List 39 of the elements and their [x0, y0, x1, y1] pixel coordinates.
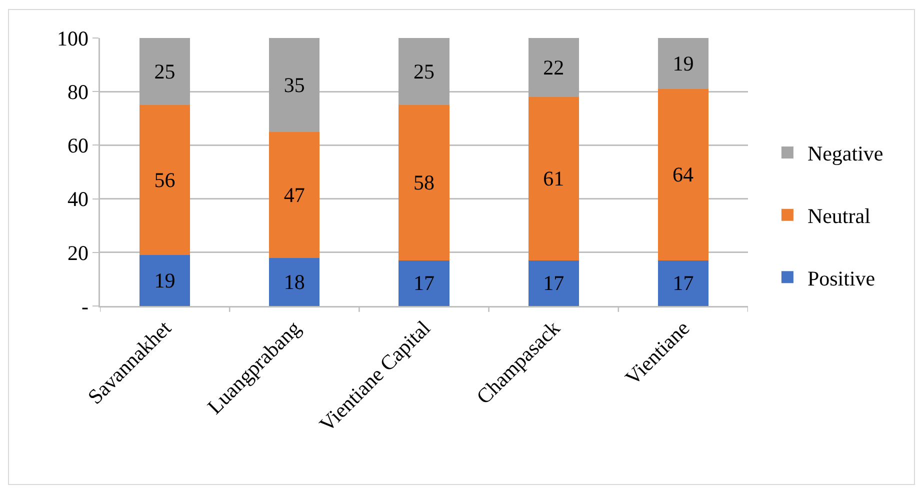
legend-label: Neutral — [807, 204, 871, 228]
bar — [269, 38, 320, 132]
y-tick-label: - — [82, 294, 88, 318]
bar — [140, 255, 190, 306]
bar — [528, 260, 579, 306]
data-label: 58 — [414, 170, 434, 195]
data-label: 25 — [154, 60, 176, 84]
y-tick-label: 100 — [57, 26, 88, 50]
bar — [528, 96, 579, 260]
data-label: 47 — [284, 182, 305, 207]
bar — [398, 38, 450, 105]
data-label: 17 — [414, 271, 434, 296]
y-tick-label: 80 — [68, 80, 88, 104]
bar — [398, 105, 450, 260]
data-label: 61 — [543, 166, 564, 191]
y-tick-label: 40 — [68, 187, 88, 212]
legend-label: Positive — [807, 266, 876, 290]
bar — [269, 258, 320, 306]
legend-label: Negative — [807, 142, 884, 166]
data-label: 25 — [414, 60, 434, 84]
y-tick-label: 20 — [68, 240, 88, 265]
bar — [528, 38, 579, 97]
data-label: 17 — [543, 271, 564, 296]
bar — [658, 38, 708, 89]
data-label: 64 — [672, 162, 694, 187]
data-label: 19 — [154, 268, 176, 293]
data-label: 17 — [672, 271, 694, 296]
bar — [140, 38, 190, 105]
data-label: 22 — [543, 55, 564, 80]
y-tick-label: 60 — [68, 134, 88, 158]
bar — [658, 88, 708, 260]
data-label: 18 — [284, 270, 305, 294]
data-label: 35 — [284, 72, 305, 97]
bar — [140, 105, 190, 256]
data-label: 56 — [154, 168, 176, 192]
data-label: 19 — [672, 51, 694, 76]
bar — [658, 260, 708, 306]
bar — [398, 260, 450, 306]
bar — [269, 132, 320, 258]
